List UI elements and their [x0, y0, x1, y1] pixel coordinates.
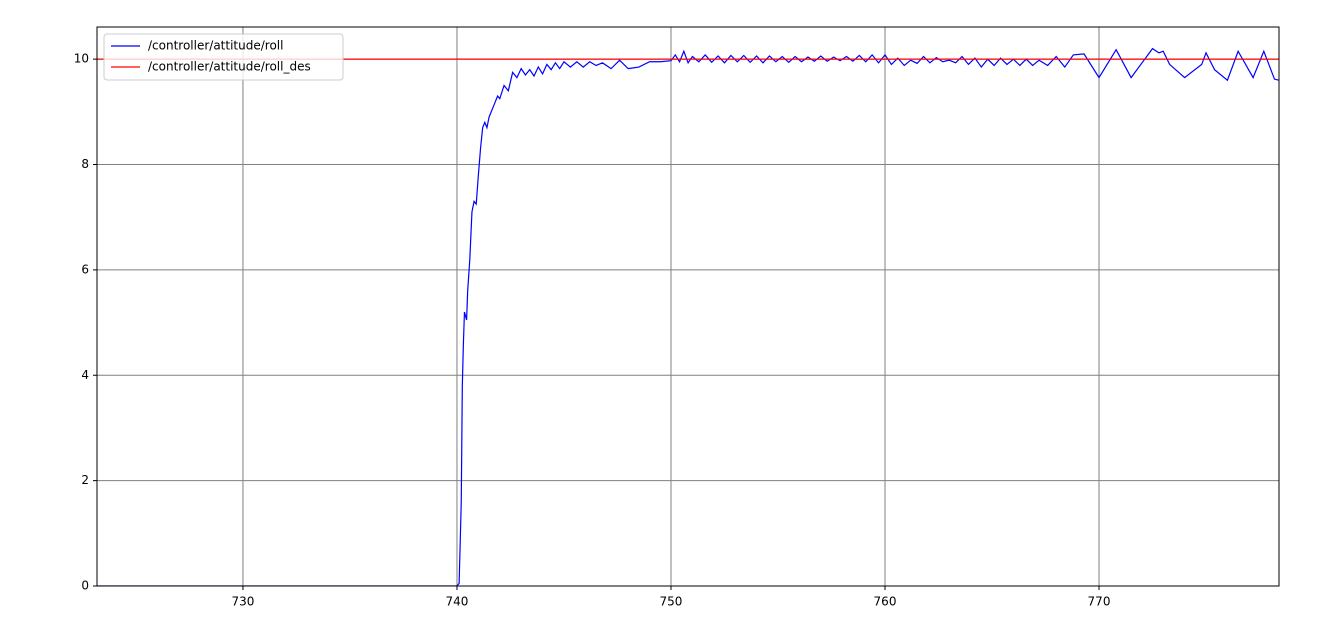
y-tick-label: 4	[81, 368, 89, 382]
x-tick-label: 730	[232, 595, 255, 609]
x-tick-label: 770	[1088, 595, 1111, 609]
x-tick-label: 750	[660, 595, 683, 609]
legend-label: /controller/attitude/roll_des	[148, 60, 311, 74]
y-tick-label: 10	[74, 52, 89, 66]
y-tick-label: 6	[81, 262, 89, 276]
y-tick-label: 0	[81, 579, 89, 593]
legend-label: /controller/attitude/roll	[148, 39, 283, 53]
legend-box	[103, 33, 344, 81]
y-tick-label: 8	[81, 157, 89, 171]
plot-frame	[96, 26, 1280, 587]
y-tick-label: 2	[81, 473, 89, 487]
x-tick-label: 760	[874, 595, 897, 609]
x-tick-label: 740	[446, 595, 469, 609]
